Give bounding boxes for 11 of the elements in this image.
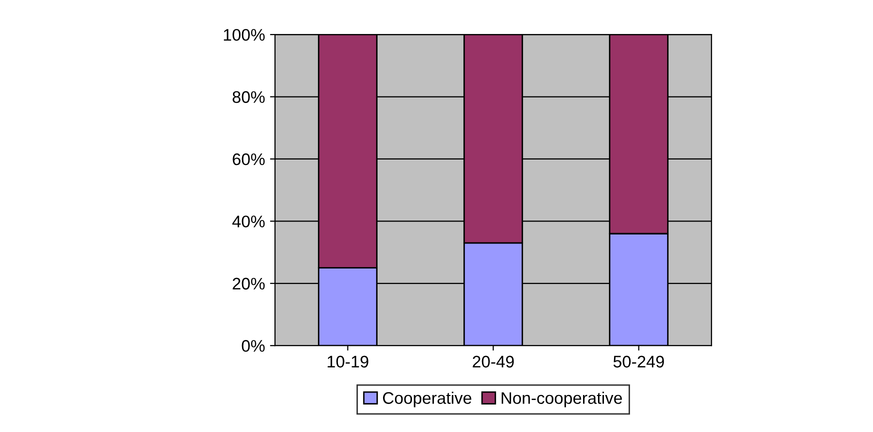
legend-label: Cooperative — [383, 392, 472, 408]
x-tick-label: 50-249 — [613, 356, 664, 368]
x-tick-label: 20-49 — [472, 356, 514, 368]
x-tick-label: 10-19 — [328, 356, 368, 368]
y-tick-label: 20% — [232, 278, 265, 290]
y-tick-label: 60% — [232, 153, 265, 166]
y-tick-label: 40% — [232, 216, 265, 228]
y-tick-label: 0% — [242, 340, 265, 352]
y-tick-label: 80% — [232, 91, 265, 103]
y-tick-label: 100% — [224, 28, 265, 41]
legend-label: Non-cooperative — [502, 392, 622, 408]
